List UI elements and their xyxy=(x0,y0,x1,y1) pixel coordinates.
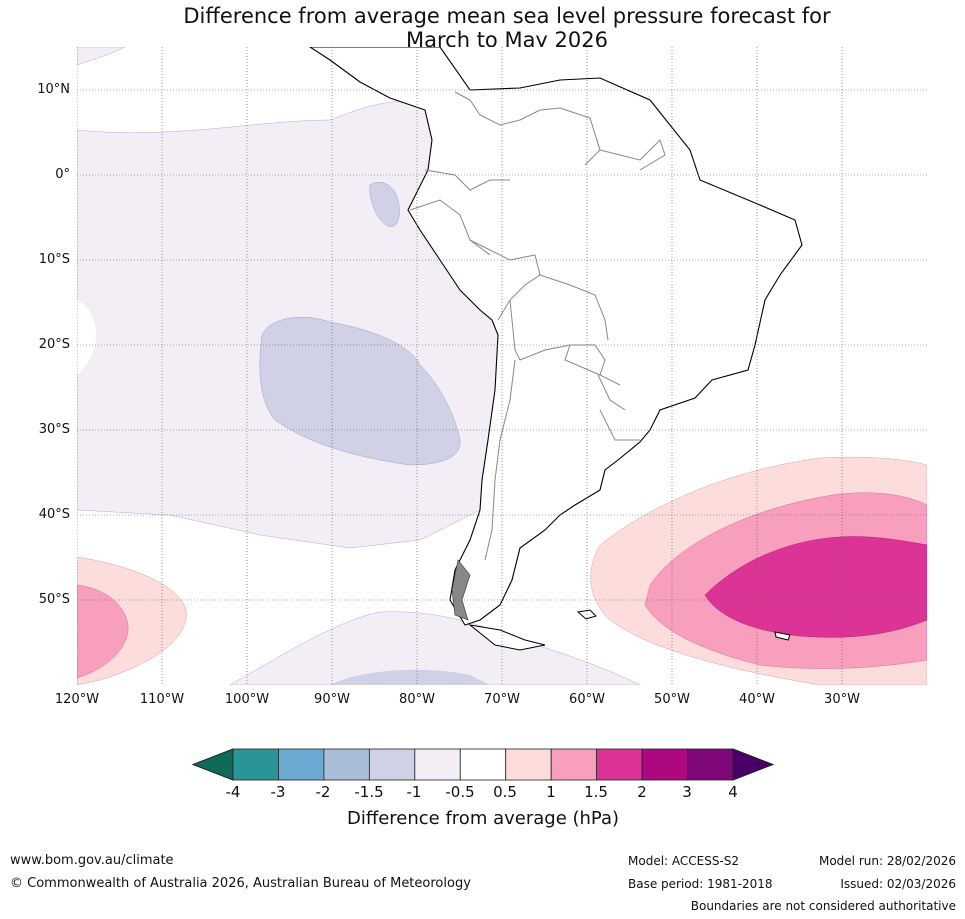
map-title: Difference from average mean sea level p… xyxy=(77,4,937,52)
model-name: Model: ACCESS-S2 xyxy=(628,854,740,868)
lon-label-100w: 100°W xyxy=(224,692,270,707)
tick-label: -1 xyxy=(406,783,422,801)
lon-label-120w: 120°W xyxy=(54,692,100,707)
tierra-del-fuego xyxy=(468,624,546,651)
color-bar-swatch xyxy=(368,748,416,781)
lon-label-110w: 110°W xyxy=(139,692,185,707)
lon-label-30w: 30°W xyxy=(824,692,860,707)
lat-label-10s: 10°S xyxy=(38,252,70,267)
lat-label-50s: 50°S xyxy=(38,592,70,607)
lon-label-70w: 70°W xyxy=(484,692,520,707)
country-borders xyxy=(409,91,666,561)
graticule xyxy=(77,47,927,685)
lat-label-20s: 20°S xyxy=(38,337,70,352)
color-bar-swatch xyxy=(687,748,734,781)
color-bar-swatch xyxy=(505,748,552,781)
model-run: Model run: 28/02/2026 xyxy=(818,854,956,868)
color-bar-arrow-high xyxy=(732,748,775,781)
tick-label: -4 xyxy=(225,783,241,801)
color-bar-swatch xyxy=(641,748,688,781)
south-georgia xyxy=(774,631,791,641)
anomaly-region-light-negative-top xyxy=(77,47,126,66)
color-bar-title: Difference from average (hPa) xyxy=(346,808,620,829)
lon-label-90w: 90°W xyxy=(314,692,350,707)
color-bar-swatch xyxy=(278,748,325,781)
tick-label: 3 xyxy=(682,783,692,801)
base-period: Base period: 1981-2018 xyxy=(628,877,773,891)
tick-label: 4 xyxy=(728,783,738,801)
white-gap-west xyxy=(77,300,97,375)
color-bar-swatch xyxy=(459,748,507,781)
tick-label: 2 xyxy=(637,783,647,801)
south-america-land xyxy=(308,47,803,626)
website-link[interactable]: www.bom.gov.au/climate xyxy=(10,853,174,868)
lat-label-10n: 10°N xyxy=(37,82,70,97)
lon-label-80w: 80°W xyxy=(399,692,435,707)
title-line-1: Difference from average mean sea level p… xyxy=(183,4,831,28)
tick-label: -3 xyxy=(270,783,286,801)
lat-label-0: 0° xyxy=(55,167,70,182)
color-bar-swatch xyxy=(550,748,598,781)
lon-label-50w: 50°W xyxy=(654,692,690,707)
anomaly-region-moderate-negative xyxy=(259,316,461,466)
anomaly-region-moderate-negative-small xyxy=(369,182,400,227)
anomaly-region-light-negative-south xyxy=(229,611,641,685)
anomaly-region-1-west xyxy=(77,584,129,679)
color-bar-swatch xyxy=(232,748,279,781)
tick-label: 0.5 xyxy=(493,783,517,801)
anomaly-region-moderate-negative-south xyxy=(330,669,490,685)
tick-label: -1.5 xyxy=(354,783,384,801)
tick-label: -2 xyxy=(315,783,331,801)
anomaly-region-15-east xyxy=(704,536,927,638)
issued-date: Issued: 02/03/2026 xyxy=(840,877,956,891)
tick-label: 1 xyxy=(546,783,556,801)
copyright-text: © Commonwealth of Australia 2026, Austra… xyxy=(10,876,471,891)
lat-label-40s: 40°S xyxy=(38,507,70,522)
chile-islands xyxy=(451,559,471,621)
tick-label: -0.5 xyxy=(445,783,475,801)
color-bar-swatch xyxy=(596,748,643,781)
map-frame xyxy=(77,47,927,685)
tick-label: 1.5 xyxy=(584,783,608,801)
lon-label-60w: 60°W xyxy=(569,692,605,707)
color-bar-swatch xyxy=(323,748,370,781)
lat-label-30s: 30°S xyxy=(38,422,70,437)
lon-label-40w: 40°W xyxy=(739,692,775,707)
color-bar-swatch xyxy=(414,748,461,781)
boundaries-disclaimer: Boundaries are not considered authoritat… xyxy=(690,899,956,913)
color-bar-arrow-low xyxy=(191,748,234,781)
